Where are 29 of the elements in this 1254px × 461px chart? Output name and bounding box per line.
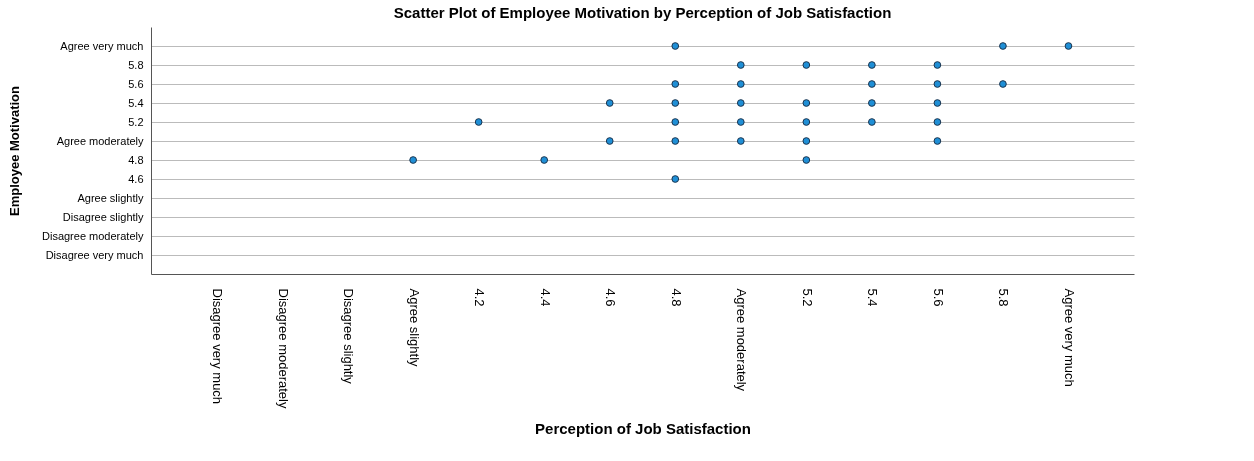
x-tick-label: 4.6 (603, 288, 619, 307)
x-tick-label: 4.2 (472, 288, 488, 307)
x-tick-label: Disagree moderately (275, 288, 291, 409)
y-tick-label: Agree very much (60, 39, 144, 52)
x-tick-label: 5.4 (865, 288, 881, 307)
y-axis-title: Employee Motivation (7, 85, 23, 217)
x-tick-label: 5.2 (799, 288, 815, 307)
y-tick-label: Agree moderately (56, 134, 144, 147)
x-tick-label: 5.8 (996, 288, 1012, 307)
chart-title: Scatter Plot of Employee Motivation by Perception of Job Satisfaction (393, 4, 892, 21)
y-tick-label: 4.8 (128, 153, 144, 166)
y-tick-label: Agree slightly (77, 191, 144, 204)
y-tick-label: 5.6 (128, 77, 144, 90)
x-tick-label: Agree very much (1061, 288, 1077, 387)
x-axis-title: Perception of Job Satisfaction (535, 420, 751, 438)
x-tick-label: 4.8 (668, 288, 684, 307)
x-tick-label: Agree moderately (734, 288, 750, 392)
x-tick-label: Agree slightly (406, 288, 422, 368)
y-tick-label: Disagree very much (45, 248, 144, 261)
x-tick-label: 5.6 (930, 288, 946, 307)
y-tick-label: 5.8 (128, 58, 144, 71)
y-tick-label: Disagree slightly (62, 210, 144, 223)
y-tick-label: 5.4 (128, 96, 144, 109)
x-tick-label: 4.4 (537, 288, 553, 307)
y-tick-label: 5.2 (128, 115, 144, 128)
x-tick-label: Disagree slightly (341, 288, 357, 385)
y-tick-label: 4.6 (128, 172, 144, 185)
x-tick-label: Disagree very much (210, 288, 226, 405)
y-tick-label: Disagree moderately (42, 229, 144, 242)
